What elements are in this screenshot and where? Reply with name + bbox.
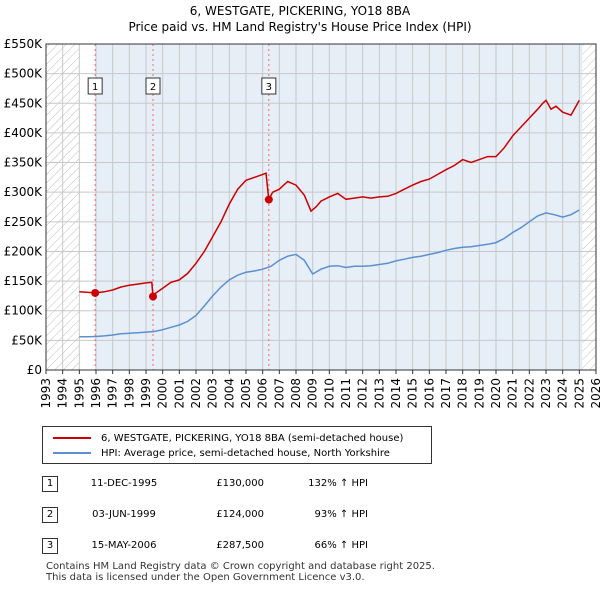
x-tick-label: 2010 bbox=[322, 378, 336, 409]
sale-marker-box bbox=[261, 77, 277, 95]
x-tick-label: 2026 bbox=[589, 378, 600, 409]
x-tick-label: 2022 bbox=[522, 378, 536, 409]
x-tick-label: 2006 bbox=[256, 378, 270, 409]
y-tick-label: £100K bbox=[4, 304, 44, 318]
y-tick-label: £450K bbox=[4, 96, 44, 110]
x-tick-label: 2019 bbox=[472, 378, 486, 409]
transaction-number-badge: 1 bbox=[42, 476, 58, 492]
transaction-number-badge: 2 bbox=[42, 507, 58, 523]
y-tick-label: £200K bbox=[4, 244, 44, 258]
sale-marker-label: 2 bbox=[150, 82, 156, 93]
y-tick-label: £0 bbox=[27, 363, 42, 377]
legend-label-hpi: HPI: Average price, semi-detached house,… bbox=[101, 447, 390, 459]
sale-marker-box bbox=[87, 77, 103, 95]
x-tick-label: 2002 bbox=[189, 378, 203, 409]
x-tick-label: 2007 bbox=[272, 378, 286, 409]
transaction-hpi-change: 132% ↑ HPI bbox=[308, 478, 368, 489]
chart-subtitle: Price paid vs. HM Land Registry's House … bbox=[128, 20, 472, 34]
sale-point bbox=[264, 195, 273, 204]
transaction-hpi-change: 66% ↑ HPI bbox=[314, 540, 368, 551]
legend-item-hpi: HPI: Average price, semi-detached house,… bbox=[53, 446, 390, 460]
sale-point bbox=[149, 292, 157, 301]
transaction-number-badge: 3 bbox=[42, 538, 58, 554]
sale-marker-label: 1 bbox=[92, 82, 98, 93]
x-tick-label: 1995 bbox=[72, 378, 86, 409]
property-price-line bbox=[79, 99, 580, 299]
x-tick-label: 2003 bbox=[206, 378, 220, 409]
x-tick-label: 2018 bbox=[456, 378, 470, 409]
y-tick-label: £350K bbox=[4, 156, 44, 170]
x-tick-label: 2017 bbox=[439, 378, 453, 409]
footer-copyright: Contains HM Land Registry data © Crown c… bbox=[46, 561, 435, 572]
x-tick-label: 2023 bbox=[539, 378, 553, 409]
no-data-hatch bbox=[582, 44, 596, 370]
transaction-price: £287,500 bbox=[216, 540, 264, 551]
x-tick-label: 2001 bbox=[172, 378, 186, 409]
y-tick-label: £500K bbox=[4, 67, 44, 81]
transaction-price: £130,000 bbox=[216, 478, 264, 489]
x-tick-label: 2012 bbox=[356, 378, 370, 409]
x-tick-label: 2024 bbox=[556, 378, 570, 409]
price-chart: £0 £50K £100K £150K £200K £250K £300K £350K £400… bbox=[4, 37, 600, 409]
y-tick-label: £150K bbox=[4, 274, 44, 288]
transaction-price: £124,000 bbox=[216, 509, 264, 520]
y-tick-label: £550K bbox=[4, 37, 44, 51]
transaction-date: 15-MAY-2006 bbox=[91, 540, 157, 551]
transaction-hpi-change: 93% ↑ HPI bbox=[314, 509, 368, 520]
x-tick-label: 2000 bbox=[156, 378, 170, 409]
x-tick-label: 2020 bbox=[489, 378, 503, 409]
legend-item-property: 6, WESTGATE, PICKERING, YO18 8BA (semi-d… bbox=[53, 431, 403, 445]
x-tick-label: 2014 bbox=[389, 378, 403, 409]
ownership-shade bbox=[95, 44, 583, 370]
x-tick-label: 2016 bbox=[422, 378, 436, 409]
x-tick-label: 1994 bbox=[56, 378, 70, 409]
y-tick-label: £50K bbox=[11, 333, 43, 347]
footer-license: This data is licensed under the Open Gov… bbox=[46, 572, 365, 583]
x-tick-label: 2008 bbox=[289, 378, 303, 409]
chart-legend: 6, WESTGATE, PICKERING, YO18 8BA (semi-d… bbox=[42, 426, 432, 464]
x-tick-label: 2013 bbox=[372, 378, 386, 409]
x-tick-label: 1997 bbox=[106, 378, 120, 409]
sale-point bbox=[91, 288, 100, 297]
x-tick-label: 1996 bbox=[89, 378, 103, 409]
x-tick-label: 1999 bbox=[139, 378, 153, 409]
legend-swatch-property bbox=[53, 437, 91, 439]
sale-marker-box bbox=[145, 77, 161, 95]
x-tick-label: 2009 bbox=[306, 378, 320, 409]
x-tick-label: 1993 bbox=[39, 378, 53, 409]
y-tick-label: £250K bbox=[4, 215, 44, 229]
x-tick-label: 2005 bbox=[239, 378, 253, 409]
x-tick-label: 1998 bbox=[122, 378, 136, 409]
legend-swatch-hpi bbox=[53, 452, 91, 454]
x-tick-label: 2011 bbox=[339, 378, 353, 409]
legend-label-property: 6, WESTGATE, PICKERING, YO18 8BA (semi-d… bbox=[101, 432, 404, 444]
y-tick-label: £400K bbox=[4, 126, 44, 140]
x-tick-label: 2004 bbox=[222, 378, 236, 409]
x-tick-label: 2015 bbox=[406, 378, 420, 409]
sale-marker-label: 3 bbox=[266, 82, 272, 93]
transaction-date: 03-JUN-1999 bbox=[92, 509, 156, 520]
x-tick-label: 2021 bbox=[506, 378, 520, 409]
transaction-date: 11-DEC-1995 bbox=[90, 478, 158, 489]
x-tick-label: 2025 bbox=[572, 378, 586, 409]
chart-title: 6, WESTGATE, PICKERING, YO18 8BA bbox=[189, 4, 411, 18]
y-tick-label: £300K bbox=[4, 185, 44, 199]
hpi-line bbox=[79, 209, 580, 338]
plot-border bbox=[45, 43, 597, 371]
